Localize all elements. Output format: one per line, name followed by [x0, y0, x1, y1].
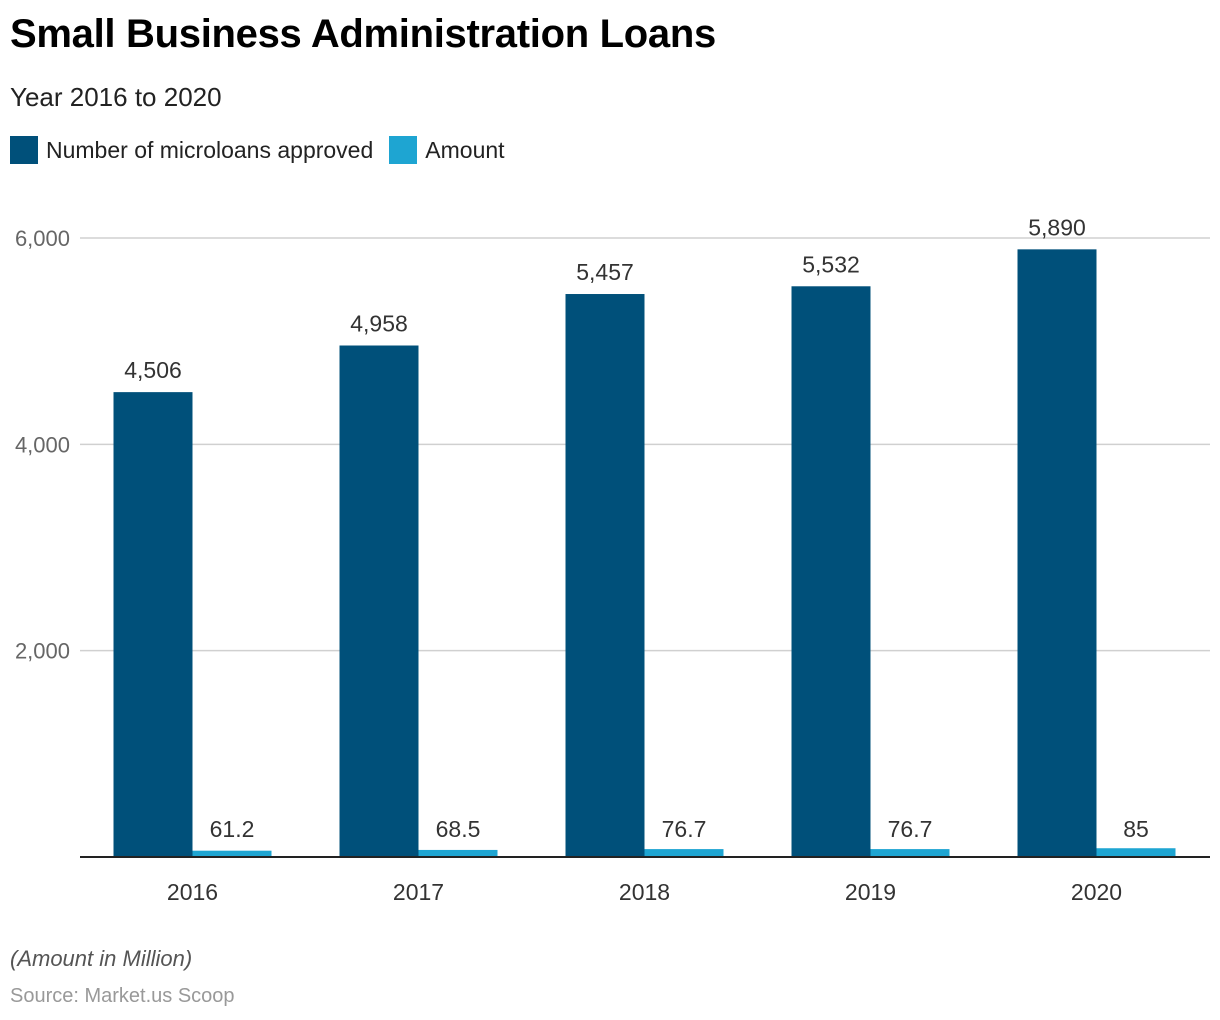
x-tick-label: 2019 [845, 879, 896, 905]
bar-amount [192, 850, 272, 857]
data-label: 68.5 [436, 816, 481, 842]
x-tick-label: 2017 [393, 879, 444, 905]
legend-item-amount: Amount [389, 136, 505, 164]
bar-amount [418, 849, 498, 857]
legend-swatch-microloans [10, 136, 38, 164]
data-label: 5,532 [802, 251, 860, 277]
data-label: 5,457 [576, 259, 634, 285]
chart-source: Source: Market.us Scoop [10, 985, 235, 1007]
bar-microloans [565, 294, 645, 857]
y-tick-label: 4,000 [15, 432, 70, 457]
bar-microloans [1017, 249, 1097, 857]
bar-microloans [791, 286, 871, 858]
bar-microloans [339, 345, 419, 857]
legend-label: Amount [425, 136, 505, 163]
data-label: 85 [1123, 816, 1149, 842]
bar-microloans [113, 392, 193, 857]
x-tick-label: 2020 [1071, 879, 1122, 905]
y-tick-label: 2,000 [15, 639, 70, 664]
data-label: 5,890 [1028, 214, 1086, 240]
y-tick-label: 6,000 [15, 226, 70, 251]
chart-title: Small Business Administration Loans [10, 12, 716, 56]
data-label: 4,958 [350, 310, 408, 336]
bar-amount [1096, 848, 1176, 857]
data-label: 76.7 [662, 816, 707, 842]
legend-label: Number of microloans approved [46, 136, 374, 163]
bar-amount [644, 849, 724, 857]
data-label: 61.2 [210, 816, 255, 842]
data-label: 76.7 [888, 816, 933, 842]
chart-subtitle: Year 2016 to 2020 [10, 82, 222, 112]
x-tick-label: 2016 [167, 879, 218, 905]
legend-swatch-amount [389, 136, 418, 164]
legend-item-microloans: Number of microloans approved [10, 136, 373, 164]
chart-note: (Amount in Million) [10, 946, 193, 971]
bar-amount [870, 849, 950, 857]
data-label: 4,506 [124, 357, 182, 383]
x-tick-label: 2018 [619, 879, 670, 905]
legend: Number of microloans approved Amount [10, 136, 521, 164]
